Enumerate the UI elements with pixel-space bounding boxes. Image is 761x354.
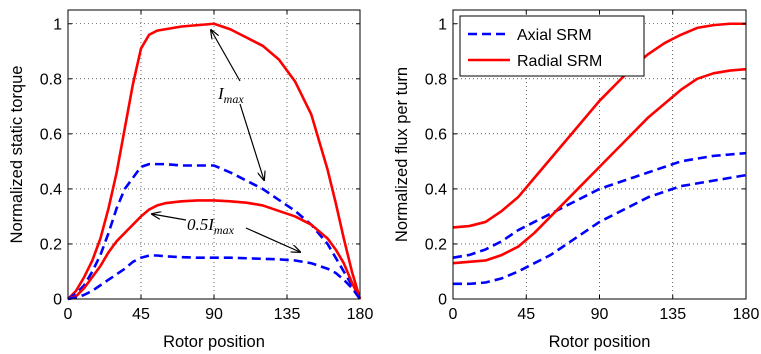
arrow-imax-to-radial	[211, 30, 240, 81]
series-line-axial-3	[453, 175, 746, 284]
y-tick-label: 0.8	[40, 71, 62, 88]
annotation-half-imax: 0.5Imax	[152, 214, 300, 252]
x-tick-label: 180	[347, 306, 374, 323]
x-axis-label: Rotor position	[549, 333, 651, 351]
y-tick-label: 0	[53, 292, 62, 309]
y-tick-label: 0.2	[425, 236, 447, 253]
arrow-imax-to-axial	[240, 104, 264, 180]
arrow-half-imax-to-radial	[152, 214, 186, 220]
y-tick-label: 1	[438, 16, 447, 33]
y-tick-label: 0.6	[40, 126, 62, 143]
x-tick-label: 0	[64, 306, 73, 323]
y-tick-label: 1	[53, 16, 62, 33]
annotation-half-imax-prefix: 0.5	[187, 215, 208, 234]
legend-label-radial: Radial SRM	[517, 53, 602, 70]
x-axis-label: Rotor position	[163, 333, 265, 351]
x-tick-label: 135	[659, 306, 686, 323]
y-axis-label: Normalized flux per turn	[393, 67, 411, 242]
flux-plot: 0 45 90 135 180 0 0.2 0.4 0.6 0.8 1 Rotor position N…	[393, 10, 759, 351]
annotation-imax: Imax	[211, 30, 264, 180]
y-tick-label: 0.6	[425, 126, 447, 143]
arrow-half-imax-to-axial	[246, 228, 300, 252]
annotation-imax-label: Imax	[217, 84, 244, 106]
y-tick-label: 0.4	[425, 181, 447, 198]
x-tick-label: 90	[591, 306, 609, 323]
x-tick-label: 45	[132, 306, 150, 323]
x-tick-label: 90	[205, 306, 223, 323]
x-tick-label: 0	[449, 306, 458, 323]
x-tick-label: 45	[517, 306, 535, 323]
annotation-half-imax-label: 0.5Imax	[187, 215, 235, 237]
y-tick-label: 0	[438, 292, 447, 309]
legend-label-axial: Axial SRM	[517, 27, 592, 44]
annotation-imax-sub: max	[224, 92, 245, 106]
y-tick-label: 0.8	[425, 71, 447, 88]
legend: Axial SRM Radial SRM	[460, 16, 644, 76]
annotation-half-imax-sub: max	[214, 223, 235, 237]
series-line-radial-2	[68, 200, 360, 299]
y-axis-label: Normalized static torque	[8, 66, 26, 244]
x-tick-label: 135	[274, 306, 301, 323]
y-tick-label: 0.2	[40, 236, 62, 253]
torque-plot: 0 45 90 135 180 0 0.2 0.4 0.6 0.8 1 Rotor position N…	[8, 10, 373, 351]
x-tick-label: 180	[733, 306, 760, 323]
y-tick-label: 0.4	[40, 181, 62, 198]
